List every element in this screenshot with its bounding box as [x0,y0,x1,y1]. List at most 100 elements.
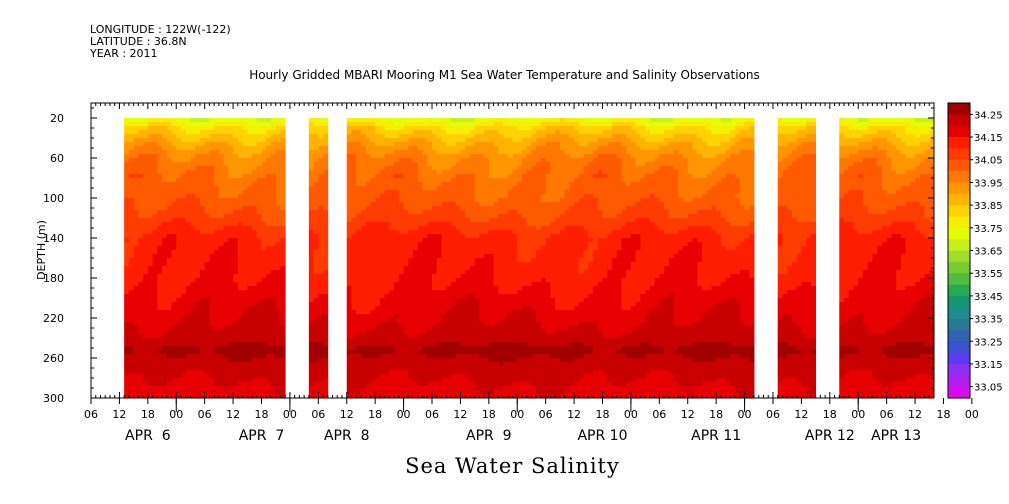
salinity-cell [323,190,329,195]
salinity-cell [143,362,149,367]
salinity-cell [252,202,258,207]
salinity-cell [209,330,215,335]
salinity-cell [469,334,476,339]
salinity-cell [422,238,428,243]
salinity-cell [204,262,210,267]
salinity-cell [138,166,144,171]
salinity-cell [465,182,471,187]
salinity-cell [204,230,210,235]
salinity-cell [436,386,442,391]
salinity-cell [370,222,376,227]
salinity-cell [346,122,352,127]
salinity-cell [138,390,144,395]
salinity-cell [228,146,234,151]
salinity-cell [465,294,471,299]
salinity-cell [308,390,314,395]
salinity-cell [247,358,253,363]
salinity-cell [351,170,357,175]
salinity-cell [180,226,187,231]
salinity-cell [209,314,215,319]
salinity-cell [469,182,476,187]
salinity-cell [493,302,499,307]
salinity-cell [256,266,262,271]
salinity-cell [375,230,381,235]
salinity-cell [199,370,206,375]
salinity-cell [365,370,371,375]
salinity-cell [450,250,457,255]
salinity-cell [375,222,381,227]
salinity-cell [133,350,139,355]
salinity-cell [474,202,480,207]
salinity-cell [460,118,466,123]
salinity-cell [346,146,352,151]
salinity-cell [143,282,149,287]
salinity-cell [417,342,423,347]
salinity-cell [498,350,504,355]
salinity-cell [460,274,466,279]
salinity-cell [375,382,381,387]
salinity-cell [488,322,494,327]
salinity-cell [403,354,409,359]
salinity-cell [384,134,390,139]
salinity-cell [152,210,158,215]
salinity-cell [431,162,438,167]
salinity-cell [308,310,314,315]
salinity-cell [242,226,248,231]
salinity-cell [204,338,210,343]
salinity-cell [389,334,395,339]
salinity-cell [233,310,239,315]
salinity-cell [280,154,286,159]
salinity-cell [214,206,220,211]
salinity-cell [446,234,452,239]
salinity-cell [228,358,234,363]
salinity-cell [441,138,447,143]
salinity-cell [275,258,281,263]
salinity-cell [441,214,447,219]
salinity-cell [450,334,457,339]
salinity-cell [233,286,239,291]
salinity-cell [152,346,158,351]
salinity-cell [280,302,286,307]
salinity-cell [360,198,367,203]
salinity-cell [493,322,499,327]
salinity-cell [379,350,386,355]
salinity-cell [280,354,286,359]
salinity-cell [313,186,319,191]
salinity-cell [233,382,239,387]
salinity-cell [351,282,357,287]
salinity-cell [408,202,414,207]
salinity-cell [450,134,457,139]
salinity-cell [441,190,447,195]
salinity-cell [256,126,262,131]
salinity-cell [318,150,324,155]
salinity-cell [138,194,144,199]
salinity-cell [503,206,509,211]
salinity-cell [166,226,172,231]
salinity-cell [488,278,494,283]
salinity-cell [427,394,433,398]
salinity-cell [351,274,357,279]
salinity-cell [233,374,239,379]
salinity-cell [323,166,329,171]
salinity-cell [427,382,433,387]
salinity-cell [323,230,329,235]
salinity-cell [308,138,314,143]
salinity-cell [138,346,144,351]
salinity-cell [360,226,367,231]
salinity-cell [133,390,139,395]
salinity-cell [143,118,149,123]
salinity-cell [233,294,239,299]
salinity-cell [209,354,215,359]
salinity-cell [365,138,371,143]
salinity-cell [351,262,357,267]
salinity-cell [365,382,371,387]
salinity-cell [176,318,182,323]
salinity-cell [469,326,476,331]
salinity-cell [394,302,400,307]
salinity-cell [370,206,376,211]
salinity-cell [441,258,447,263]
salinity-cell [143,174,149,179]
salinity-cell [313,366,319,371]
salinity-cell [218,374,225,379]
salinity-cell [190,158,196,163]
